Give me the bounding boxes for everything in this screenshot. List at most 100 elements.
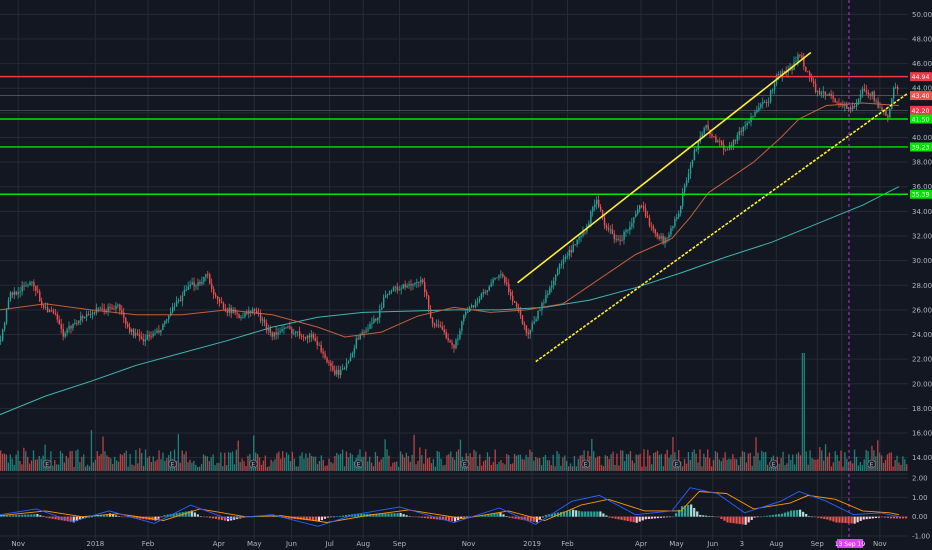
earnings-icon[interactable] [672, 459, 681, 469]
candle-body [609, 229, 612, 231]
volume-bar [322, 459, 324, 471]
macd-histogram-bar [290, 516, 293, 519]
macd-histogram-bar [747, 516, 750, 523]
candle-body [674, 219, 676, 227]
volume-bar [850, 460, 852, 471]
volume-bar [683, 458, 686, 471]
trend-channel[interactable] [517, 51, 909, 363]
candle-body [375, 318, 377, 321]
candle-body [197, 282, 199, 286]
macd-histogram-bar [72, 516, 75, 523]
volume-bar [573, 455, 576, 471]
volume-bar [755, 437, 757, 471]
candle-body [332, 366, 334, 371]
volume-bar [397, 466, 400, 471]
volume-bar [558, 453, 560, 471]
price-level-tag[interactable] [910, 189, 932, 199]
earnings-icon[interactable] [168, 459, 177, 469]
volume-bar [851, 463, 854, 471]
volume-bar [877, 440, 879, 471]
macd-histogram-bar [190, 510, 193, 517]
macd-histogram-bar [202, 516, 205, 518]
candle-body [717, 140, 719, 143]
macd-histogram-bar [24, 514, 27, 517]
candle-body [271, 332, 274, 337]
macd-histogram-bar [54, 516, 57, 520]
candle-body [639, 205, 641, 210]
volume-bar [452, 457, 454, 471]
candle-body [640, 205, 643, 207]
volume-bar [69, 451, 71, 471]
volume-bar [17, 450, 19, 471]
candle-body [369, 323, 371, 329]
volume-bar [712, 460, 715, 471]
candle-body [463, 315, 465, 322]
time-axis[interactable]: Nov 2018 Feb Apr May Jun Jul Aug Sep Nov 2019 Feb Ap… [11, 539, 887, 548]
macd-histogram-bar [99, 515, 103, 517]
macd-histogram-bar [317, 516, 320, 522]
candle-body [91, 312, 94, 315]
volume-bar [840, 450, 842, 471]
candle-body [685, 180, 688, 186]
candle-body [556, 269, 559, 276]
candle-body [398, 289, 401, 291]
date-marker-tag[interactable] [836, 539, 863, 548]
candle-body [730, 144, 733, 147]
candle-body [267, 328, 270, 331]
earnings-icon[interactable] [769, 459, 779, 469]
earnings-icon[interactable] [354, 459, 364, 469]
candle-body [234, 309, 236, 313]
price-level-tag[interactable] [910, 72, 932, 82]
macd-histogram-bar [650, 516, 653, 519]
volume-bar [432, 459, 435, 471]
volume-bar [813, 459, 815, 471]
candle-body [74, 322, 76, 324]
candle-body [52, 310, 55, 314]
candle-body [736, 135, 739, 141]
volume-bar [394, 462, 396, 471]
price-axis-background [908, 0, 932, 540]
candle-body [9, 292, 12, 301]
macd-histogram-bar [136, 516, 139, 519]
volume-bar [430, 463, 433, 471]
candle-body [814, 83, 817, 93]
earnings-icon[interactable] [867, 459, 877, 469]
earnings-icon[interactable] [581, 459, 591, 469]
volume-bar [454, 459, 456, 471]
price-level-tag[interactable] [910, 105, 932, 115]
candle-body [787, 70, 789, 73]
trend-channel-line[interactable] [517, 51, 812, 284]
volume-bar [227, 452, 230, 471]
candle-body [119, 304, 121, 311]
candle-body [760, 104, 762, 108]
volume-bar [283, 458, 286, 471]
candle-body [201, 281, 203, 284]
volume-bar [413, 434, 415, 471]
candle-body [701, 133, 703, 137]
volume-bar [500, 459, 502, 471]
price-level-tag[interactable] [910, 91, 932, 101]
candle-body [189, 284, 191, 287]
earnings-icon[interactable] [248, 459, 258, 469]
price-axis[interactable]: 14.00 16.00 18.00 20.00 22.00 24.00 26.00 28.00… [908, 0, 932, 541]
volume-bar [544, 454, 547, 471]
volume-bar [305, 453, 307, 471]
earnings-icon[interactable] [460, 459, 470, 469]
price-level-tag[interactable] [910, 142, 932, 152]
price-level-tag[interactable] [910, 114, 932, 124]
candle-body [525, 325, 528, 333]
price-axis-tick-label: 14.00 [912, 454, 932, 462]
macd-histogram-bar [844, 516, 847, 524]
volume-bar [345, 451, 348, 471]
macd-histogram-bar [544, 514, 547, 517]
macd-histogram-bar [883, 516, 886, 518]
candle-body [666, 237, 668, 239]
candle-body [138, 333, 141, 337]
earnings-icon[interactable] [42, 459, 52, 469]
macd-histogram-bar [768, 515, 771, 517]
candle-body [574, 244, 576, 246]
volume-bar [426, 458, 429, 471]
candle-body [232, 309, 234, 314]
